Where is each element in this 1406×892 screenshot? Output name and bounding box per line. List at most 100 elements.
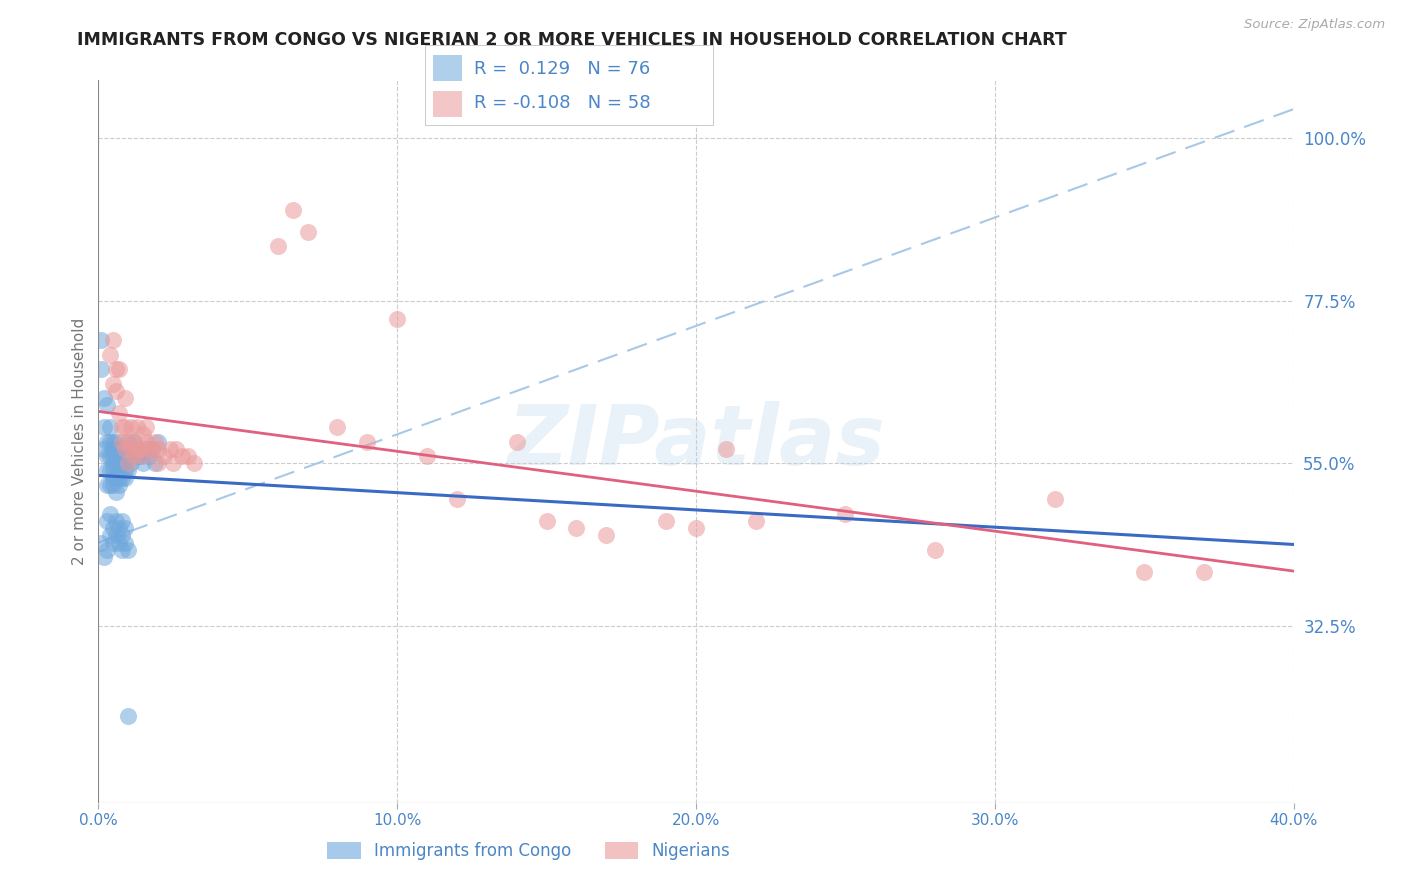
Point: [117, 434, 139, 449]
Point: [117, 709, 139, 723]
Point: [98, 420, 122, 434]
Point: [96, 542, 118, 557]
Point: [105, 362, 128, 376]
Point: [506, 434, 529, 449]
Point: [120, 456, 142, 470]
Text: R =  0.129   N = 76: R = 0.129 N = 76: [474, 60, 650, 78]
Text: IMMIGRANTS FROM CONGO VS NIGERIAN 2 OR MORE VEHICLES IN HOUSEHOLD CORRELATION CH: IMMIGRANTS FROM CONGO VS NIGERIAN 2 OR M…: [77, 31, 1067, 49]
Point: [446, 492, 468, 507]
Point: [129, 442, 152, 456]
Point: [103, 449, 125, 463]
Text: R = -0.108   N = 58: R = -0.108 N = 58: [474, 95, 650, 112]
Point: [135, 420, 157, 434]
Point: [117, 449, 139, 463]
Point: [138, 449, 160, 463]
Point: [595, 528, 617, 542]
Point: [111, 449, 134, 463]
Point: [120, 420, 142, 434]
Point: [105, 434, 128, 449]
Point: [103, 463, 125, 477]
Point: [103, 334, 125, 348]
Point: [105, 470, 128, 484]
Point: [96, 478, 118, 492]
Point: [356, 434, 378, 449]
Point: [114, 535, 136, 549]
Point: [108, 442, 131, 456]
Point: [141, 442, 163, 456]
Legend: Immigrants from Congo, Nigerians: Immigrants from Congo, Nigerians: [321, 835, 737, 867]
Point: [114, 420, 136, 434]
Point: [177, 449, 200, 463]
Point: [90, 334, 112, 348]
Point: [834, 507, 856, 521]
Point: [148, 456, 170, 470]
Point: [105, 456, 128, 470]
Point: [132, 456, 155, 470]
Point: [96, 449, 118, 463]
Point: [103, 434, 125, 449]
Point: [148, 434, 170, 449]
Point: [114, 391, 136, 405]
Point: [385, 311, 409, 326]
Point: [105, 384, 128, 398]
Point: [108, 521, 131, 535]
Point: [108, 535, 131, 549]
Point: [103, 521, 125, 535]
Point: [111, 470, 134, 484]
Point: [127, 420, 149, 434]
Point: [135, 434, 157, 449]
Point: [111, 420, 134, 434]
Point: [93, 420, 115, 434]
Text: Source: ZipAtlas.com: Source: ZipAtlas.com: [1244, 18, 1385, 31]
Point: [90, 362, 112, 376]
Point: [105, 485, 128, 500]
Point: [120, 442, 142, 456]
Point: [655, 514, 678, 528]
Point: [165, 442, 187, 456]
Point: [117, 542, 139, 557]
Bar: [433, 55, 463, 81]
Y-axis label: 2 or more Vehicles in Household: 2 or more Vehicles in Household: [72, 318, 87, 566]
Point: [108, 406, 131, 420]
Point: [143, 434, 166, 449]
Point: [111, 542, 134, 557]
Point: [111, 514, 134, 528]
Point: [111, 442, 134, 456]
Point: [98, 528, 122, 542]
Point: [129, 449, 152, 463]
Point: [120, 442, 142, 456]
Point: [1133, 565, 1156, 579]
Point: [105, 514, 128, 528]
Point: [93, 442, 115, 456]
Point: [745, 514, 768, 528]
Point: [124, 434, 146, 449]
Point: [114, 463, 136, 477]
Point: [103, 535, 125, 549]
Point: [714, 442, 737, 456]
Point: [141, 442, 163, 456]
Point: [117, 463, 139, 477]
Point: [98, 478, 122, 492]
Point: [108, 478, 131, 492]
Point: [98, 449, 122, 463]
Point: [103, 442, 125, 456]
Point: [114, 521, 136, 535]
Point: [326, 420, 349, 434]
Point: [105, 442, 128, 456]
Point: [108, 463, 131, 477]
Point: [1192, 565, 1215, 579]
Point: [108, 362, 131, 376]
Point: [105, 528, 128, 542]
Point: [114, 442, 136, 456]
Point: [124, 449, 146, 463]
Point: [297, 225, 319, 239]
Point: [124, 449, 146, 463]
Point: [924, 542, 946, 557]
Point: [103, 470, 125, 484]
Text: ZIPatlas: ZIPatlas: [508, 401, 884, 482]
Point: [565, 521, 588, 535]
Point: [148, 442, 170, 456]
Point: [114, 456, 136, 470]
Point: [117, 456, 139, 470]
Point: [1043, 492, 1066, 507]
